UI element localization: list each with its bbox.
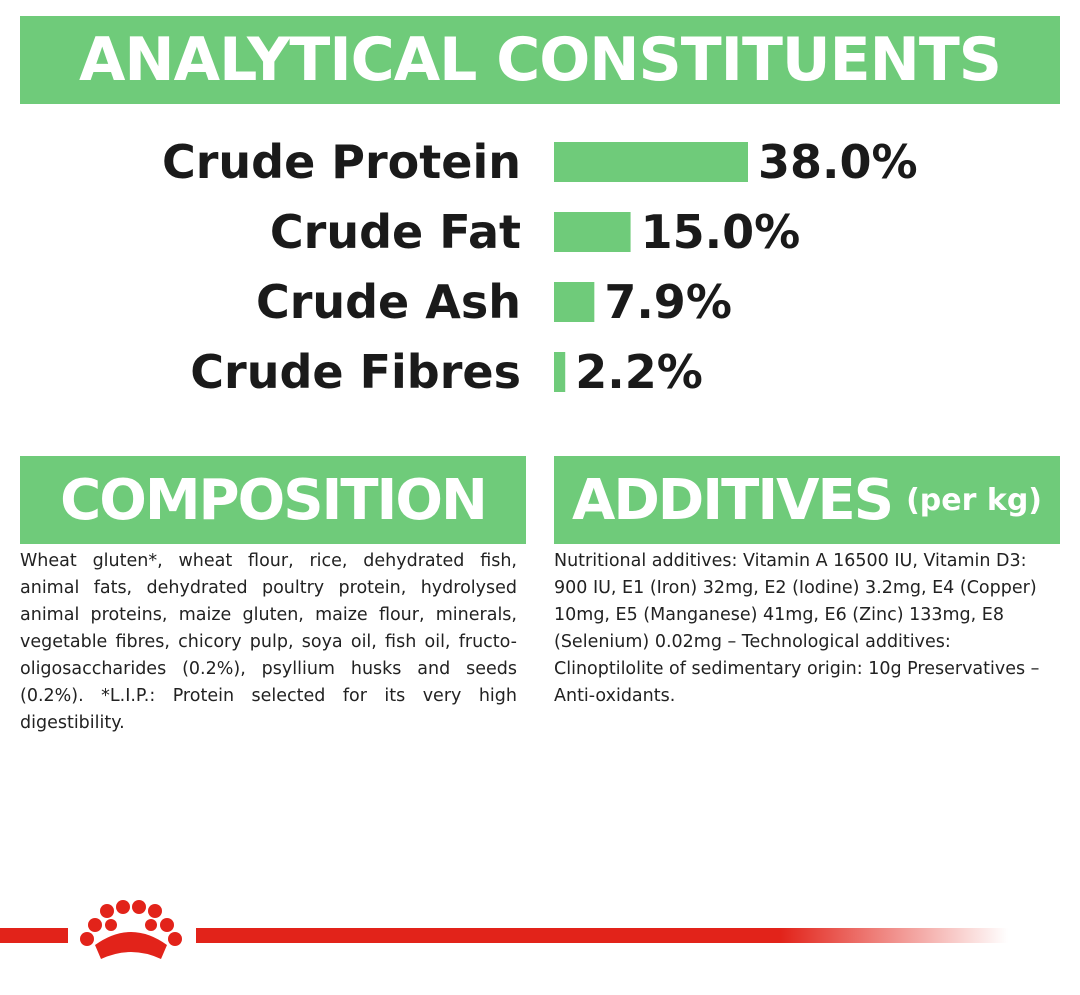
analytical-constituents-heading: ANALYTICAL CONSTITUENTS [20,16,1060,104]
additives-heading-text: ADDITIVES [571,467,894,533]
category-label-crude-ash: Crude Ash [256,275,521,329]
value-label-crude-fibres: 2.2% [575,345,703,399]
bar-crude-fat [554,212,631,252]
bar-crude-protein [554,142,748,182]
additives-text: Nutritional additives: Vitamin A 16500 I… [554,551,1040,706]
category-label-crude-fibres: Crude Fibres [190,345,521,399]
bar-crude-ash [554,282,595,322]
bar-crude-fibres [554,352,566,392]
additives-per-kg-label: (per kg) [906,482,1043,518]
footer-brand-strip [0,900,1008,959]
additives-heading: ADDITIVES (per kg) [554,456,1060,544]
category-label-crude-fat: Crude Fat [270,205,521,259]
composition-heading: COMPOSITION [20,456,526,544]
composition-text: Wheat gluten*, wheat flour, rice, dehydr… [20,551,517,733]
footer-line-left [0,928,68,943]
analytical-bar-chart: Crude Protein 38.0% Crude Fat 15.0% Crude As… [162,135,918,399]
value-label-crude-protein: 38.0% [758,135,918,189]
composition-heading-text: COMPOSITION [60,467,488,533]
value-label-crude-fat: 15.0% [641,205,801,259]
footer-line-right [196,928,1008,943]
crown-logo-icon [80,900,182,959]
category-label-crude-protein: Crude Protein [162,135,521,189]
analytical-heading-text: ANALYTICAL CONSTITUENTS [79,25,1002,95]
value-label-crude-ash: 7.9% [604,275,732,329]
